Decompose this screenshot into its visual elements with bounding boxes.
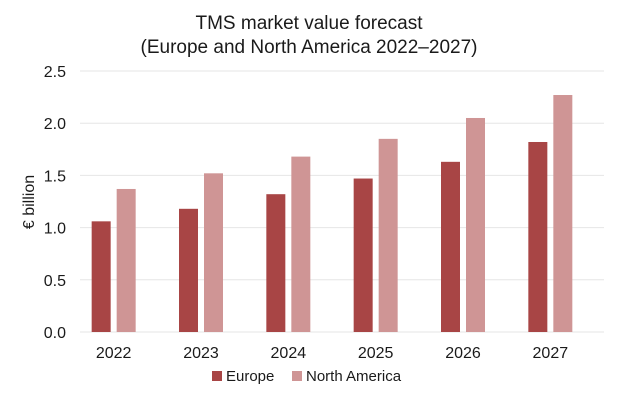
x-tick-label: 2024 [271,345,307,362]
bar-north-america-2027 [553,95,573,333]
bar-north-america-2022 [116,188,136,332]
bar-europe-2022 [91,221,111,332]
chart-title-line-1: TMS market value forecast [195,13,423,34]
bar-europe-2026 [441,161,460,332]
y-tick-label: 2.0 [44,116,66,133]
y-tick-label: 0.0 [44,325,66,342]
bar-europe-2027 [528,141,548,332]
y-tick-labels: 0.0 0.5 1.0 1.5 2.0 2.5 [44,64,66,342]
gridlines [80,70,604,333]
y-tick-label: 1.5 [44,168,66,185]
legend-label-europe: Europe [226,368,274,385]
x-tick-label: 2023 [183,345,219,362]
x-tick-labels: 2022 2023 2024 2025 2026 2027 [96,345,568,362]
bar-north-america-2025 [378,138,398,332]
y-axis-title: € billion [21,175,38,229]
legend: Europe North America [212,368,402,385]
bar-north-america-2026 [466,117,485,332]
y-tick-label: 1.0 [44,221,66,238]
bars [91,95,573,333]
x-tick-label: 2025 [358,345,394,362]
x-tick-label: 2026 [445,345,481,362]
bar-europe-2025 [353,178,373,332]
bar-north-america-2024 [291,156,311,332]
x-tick-label: 2022 [96,345,132,362]
x-tick-label: 2027 [533,345,569,362]
y-tick-label: 2.5 [44,64,66,81]
bar-europe-2023 [179,208,198,332]
bar-europe-2024 [266,194,286,332]
legend-swatch-europe [212,371,222,381]
y-tick-label: 0.5 [44,273,66,290]
legend-label-north-america: North America [306,368,402,385]
bar-north-america-2023 [204,173,223,332]
chart-title-line-2: (Europe and North America 2022–2027) [141,37,478,58]
legend-swatch-north-america [292,371,302,381]
